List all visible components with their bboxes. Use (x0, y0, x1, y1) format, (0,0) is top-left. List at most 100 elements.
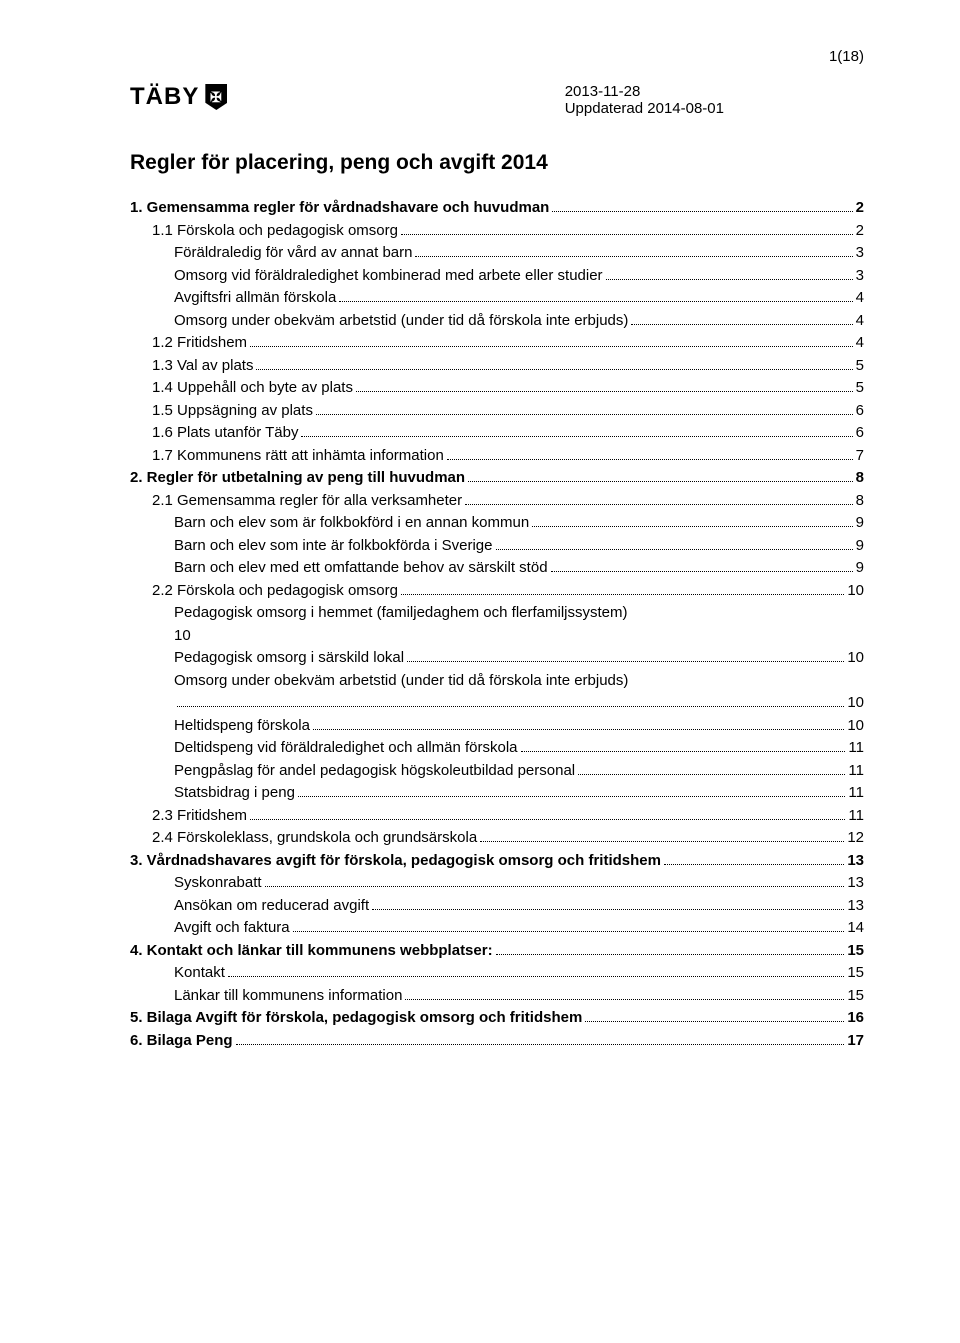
toc-entry: 1.4 Uppehåll och byte av plats 5 (130, 377, 864, 400)
toc-leader-dots (551, 571, 853, 572)
toc-entry: Statsbidrag i peng11 (130, 782, 864, 805)
toc-entry: Omsorg vid föräldraledighet kombinerad m… (130, 265, 864, 288)
toc-entry: Omsorg under obekväm arbetstid (under ti… (130, 670, 864, 693)
toc-page-number: 5 (856, 377, 864, 400)
toc-label: 1.4 Uppehåll och byte av plats (152, 377, 353, 400)
toc-label: 1.1 Förskola och pedagogisk omsorg (152, 220, 398, 243)
toc-page-number: 9 (856, 512, 864, 535)
toc-label: 1.7 Kommunens rätt att inhämta informati… (152, 445, 444, 468)
toc-page-number: 10 (847, 692, 864, 715)
toc-page-number: 10 (847, 647, 864, 670)
toc-entry: 10 (130, 692, 864, 715)
toc-leader-dots (256, 369, 852, 370)
toc-page-number: 13 (847, 872, 864, 895)
toc-label: 2.4 Förskoleklass, grundskola och grunds… (152, 827, 477, 850)
date-updated: Uppdaterad 2014-08-01 (565, 100, 724, 117)
toc-entry: Pengpåslag för andel pedagogisk högskole… (130, 760, 864, 783)
toc-leader-dots (606, 279, 853, 280)
toc-leader-dots (339, 301, 852, 302)
table-of-contents: 1. Gemensamma regler för vårdnadshavare … (130, 197, 864, 1052)
toc-label: 1.3 Val av plats (152, 355, 253, 378)
toc-entry: 1. Gemensamma regler för vårdnadshavare … (130, 197, 864, 220)
logo: TÄBY ✠ (130, 83, 227, 111)
toc-leader-dots (585, 1021, 844, 1022)
toc-page-number: 11 (848, 760, 864, 783)
toc-label: Omsorg under obekväm arbetstid (under ti… (174, 670, 628, 693)
toc-leader-dots (664, 864, 844, 865)
toc-leader-dots (465, 504, 853, 505)
toc-page-number: 11 (848, 782, 864, 805)
toc-label: 1.2 Fritidshem (152, 332, 247, 355)
toc-leader-dots (401, 594, 844, 595)
toc-leader-dots (415, 256, 852, 257)
toc-entry: 1.3 Val av plats5 (130, 355, 864, 378)
toc-page-number: 6 (856, 422, 864, 445)
toc-label: 2.2 Förskola och pedagogisk omsorg (152, 580, 398, 603)
toc-entry: 10 (130, 625, 864, 648)
toc-label: 1.5 Uppsägning av plats (152, 400, 313, 423)
toc-page-number: 4 (856, 332, 864, 355)
toc-leader-dots (401, 234, 853, 235)
toc-entry: Omsorg under obekväm arbetstid (under ti… (130, 310, 864, 333)
toc-leader-dots (578, 774, 845, 775)
toc-entry: 1.6 Plats utanför Täby 6 (130, 422, 864, 445)
toc-leader-dots (250, 819, 845, 820)
date-issued: 2013-11-28 (565, 83, 724, 100)
toc-leader-dots (405, 999, 844, 1000)
toc-label: Ansökan om reducerad avgift (174, 895, 369, 918)
toc-page-number: 7 (856, 445, 864, 468)
shield-glyph: ✠ (210, 90, 223, 104)
toc-page-number: 2 (856, 197, 864, 220)
toc-entry: 2.1 Gemensamma regler för alla verksamhe… (130, 490, 864, 513)
toc-label: 1. Gemensamma regler för vårdnadshavare … (130, 197, 549, 220)
header: TÄBY ✠ 2013-11-28 Uppdaterad 2014-08-01 (130, 83, 864, 117)
toc-label: Kontakt (174, 962, 225, 985)
page-number: 1(18) (130, 48, 864, 65)
toc-entry: Kontakt 15 (130, 962, 864, 985)
toc-entry: Barn och elev med ett omfattande behov a… (130, 557, 864, 580)
toc-leader-dots (631, 324, 852, 325)
toc-label: 1.6 Plats utanför Täby (152, 422, 298, 445)
toc-page-number: 6 (856, 400, 864, 423)
toc-page-number: 12 (847, 827, 864, 850)
toc-leader-dots (228, 976, 844, 977)
toc-leader-dots (532, 526, 852, 527)
toc-entry: 1.7 Kommunens rätt att inhämta informati… (130, 445, 864, 468)
toc-page-number: 11 (848, 737, 864, 760)
toc-leader-dots (468, 481, 853, 482)
toc-leader-dots (265, 886, 845, 887)
toc-leader-dots (480, 841, 844, 842)
toc-leader-dots (521, 751, 846, 752)
toc-page-number: 13 (847, 850, 864, 873)
toc-page-number: 10 (847, 580, 864, 603)
toc-entry: Heltidspeng förskola10 (130, 715, 864, 738)
toc-page-number: 15 (847, 962, 864, 985)
toc-page-number: 9 (856, 557, 864, 580)
toc-page-number: 8 (856, 490, 864, 513)
toc-page-number: 15 (847, 985, 864, 1008)
toc-entry: 2. Regler för utbetalning av peng till h… (130, 467, 864, 490)
shield-icon: ✠ (205, 84, 227, 110)
toc-label: Barn och elev med ett omfattande behov a… (174, 557, 548, 580)
toc-entry: 1.1 Förskola och pedagogisk omsorg2 (130, 220, 864, 243)
toc-entry: Föräldraledig för vård av annat barn3 (130, 242, 864, 265)
toc-label: Föräldraledig för vård av annat barn (174, 242, 412, 265)
toc-leader-dots (496, 549, 853, 550)
toc-label: Pengpåslag för andel pedagogisk högskole… (174, 760, 575, 783)
date-block: 2013-11-28 Uppdaterad 2014-08-01 (565, 83, 864, 117)
toc-entry: 1.5 Uppsägning av plats 6 (130, 400, 864, 423)
toc-entry: Pedagogisk omsorg i särskild lokal10 (130, 647, 864, 670)
toc-label: Omsorg under obekväm arbetstid (under ti… (174, 310, 628, 333)
document-page: 1(18) TÄBY ✠ 2013-11-28 Uppdaterad 2014-… (0, 0, 960, 1100)
toc-label: Länkar till kommunens information (174, 985, 402, 1008)
toc-page-number: 16 (847, 1007, 864, 1030)
toc-entry: Ansökan om reducerad avgift13 (130, 895, 864, 918)
toc-label: 4. Kontakt och länkar till kommunens web… (130, 940, 493, 963)
toc-leader-dots (301, 436, 852, 437)
toc-entry: 2.2 Förskola och pedagogisk omsorg 10 (130, 580, 864, 603)
toc-entry: Deltidspeng vid föräldraledighet och all… (130, 737, 864, 760)
toc-page-number: 11 (848, 805, 864, 828)
toc-leader-dots (313, 729, 844, 730)
document-title: Regler för placering, peng och avgift 20… (130, 151, 864, 175)
toc-entry: 2.4 Förskoleklass, grundskola och grunds… (130, 827, 864, 850)
